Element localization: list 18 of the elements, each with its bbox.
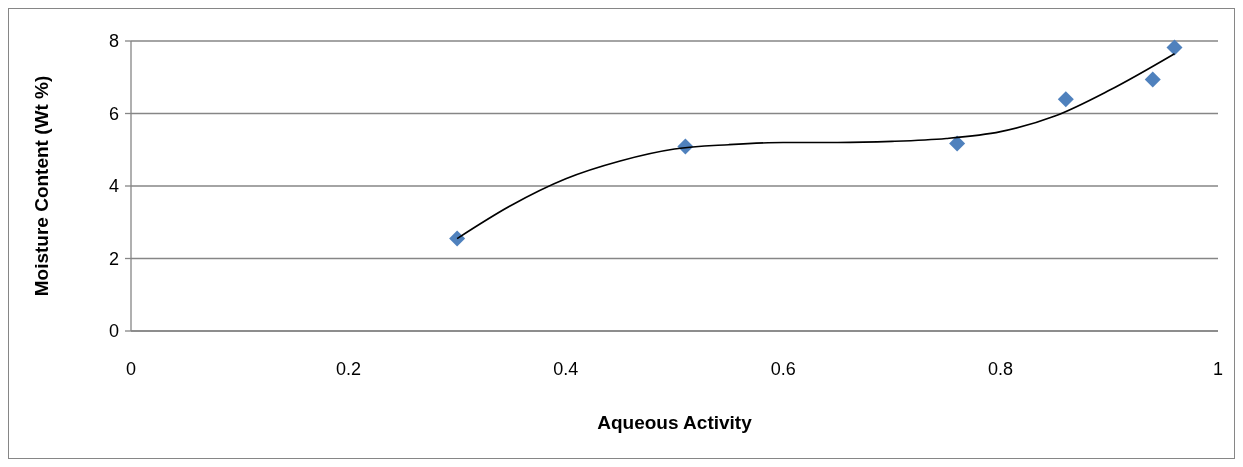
point bbox=[1057, 91, 1074, 108]
point bbox=[1166, 39, 1183, 56]
y-tick-label: 2 bbox=[108, 248, 119, 269]
y-tick-label: 0 bbox=[108, 321, 119, 342]
point bbox=[1144, 71, 1161, 88]
point bbox=[449, 230, 466, 247]
y-tick-label: 8 bbox=[108, 31, 119, 52]
y-axis-title: Moisture Content (Wt %) bbox=[31, 75, 52, 297]
x-axis-title: Aqueous Activity bbox=[597, 412, 753, 433]
point bbox=[949, 135, 966, 152]
x-tick-label: 0.4 bbox=[553, 359, 579, 379]
x-tick-label: 0.6 bbox=[770, 359, 796, 379]
x-tick-label: 0.2 bbox=[335, 359, 361, 379]
y-tick-label: 6 bbox=[108, 103, 119, 124]
y-tick-label: 4 bbox=[108, 176, 119, 197]
x-tick-label: 0 bbox=[125, 359, 137, 379]
x-tick-label: 0.8 bbox=[988, 359, 1014, 379]
x-tick-label: 1 bbox=[1212, 359, 1224, 379]
